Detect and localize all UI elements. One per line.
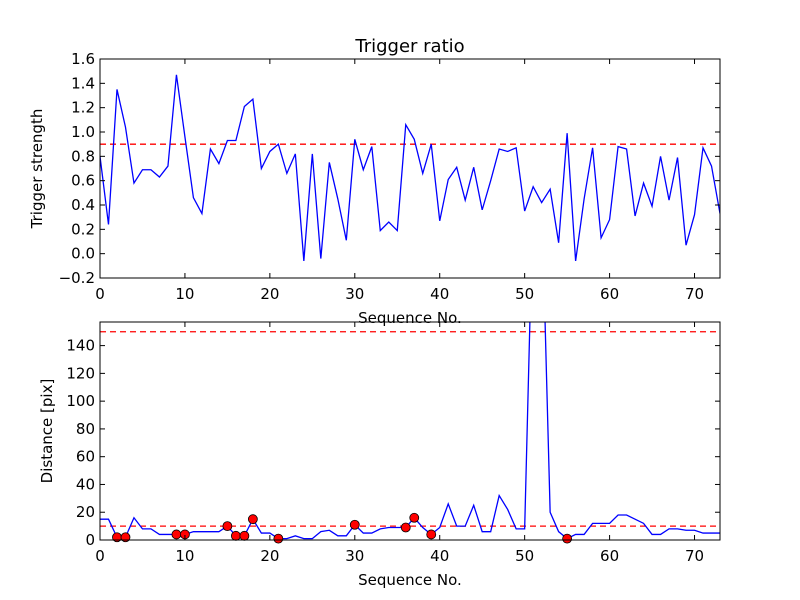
trigger-xtick-label: 40 [430, 285, 449, 303]
trigger-ytick-label: 1.4 [71, 74, 95, 92]
trigger-xtick-label: 70 [685, 285, 704, 303]
distance-panel: 0 10 20 30 40 50 60 70 0 20 40 60 80 100 120 140 Sequenc… [38, 321, 721, 589]
trigger-ytick-label: 1.0 [71, 123, 95, 141]
distance-xtick-label: 60 [600, 547, 619, 565]
distance-y-axis-label: Distance [pix] [38, 379, 56, 484]
distance-xtick-label: 50 [515, 547, 534, 565]
distance-ytick-label: 80 [76, 420, 95, 438]
distance-marker-point [409, 512, 420, 523]
distance-marker-point [120, 532, 131, 543]
trigger-xtick-label: 0 [95, 285, 105, 303]
distance-marker-point [349, 519, 360, 530]
distance-marker-point [222, 521, 233, 532]
trigger-xtick-label: 50 [515, 285, 534, 303]
distance-marker-point [247, 514, 258, 525]
trigger-ytick-label: 0.4 [71, 196, 95, 214]
distance-series-line-0 [100, 322, 720, 540]
distance-ytick-label: 20 [76, 503, 95, 521]
distance-xtick-label: 30 [345, 547, 364, 565]
distance-ytick-label: 140 [66, 337, 95, 355]
distance-xtick-label: 70 [685, 547, 704, 565]
distance-marker-point [171, 529, 182, 540]
trigger-y-axis-label: Trigger strength [28, 109, 46, 230]
distance-ytick-label: 120 [66, 364, 95, 382]
trigger-x-axis-label: Sequence No. [358, 309, 462, 327]
distance-ytick-label: 0 [85, 531, 95, 549]
distance-axes-frame [99, 321, 721, 541]
distance-xtick-label: 20 [260, 547, 279, 565]
trigger-axes-frame [99, 58, 721, 279]
distance-xtick-label: 0 [95, 547, 105, 565]
distance-marker-point [230, 530, 241, 541]
trigger-ratio-panel: 0 10 20 30 40 50 60 70 −0.2 0.0 0.2 0.4 0.6 0.8 1.0 1.2… [28, 36, 721, 327]
distance-marker-point [562, 533, 573, 544]
trigger-ytick-label: 0.6 [71, 172, 95, 190]
trigger-ytick-label: −0.2 [59, 269, 95, 287]
distance-ytick-label: 60 [76, 448, 95, 466]
distance-marker-point [273, 533, 284, 544]
trigger-xtick-label: 30 [345, 285, 364, 303]
trigger-xtick-label: 60 [600, 285, 619, 303]
trigger-xtick-label: 20 [260, 285, 279, 303]
trigger-chart-title: Trigger ratio [354, 36, 464, 57]
trigger-ytick-label: 1.6 [71, 50, 95, 68]
trigger-ytick-label: 0.8 [71, 147, 95, 165]
trigger-xtick-label: 10 [175, 285, 194, 303]
distance-marker-point [400, 522, 411, 533]
distance-x-axis-label: Sequence No. [358, 571, 462, 589]
trigger-ytick-label: 0.2 [71, 220, 95, 238]
distance-marker-point [426, 529, 437, 540]
distance-xtick-label: 10 [175, 547, 194, 565]
distance-plot-area [100, 322, 720, 540]
trigger-plot-area [100, 74, 720, 262]
distance-marker-point [239, 530, 250, 541]
trigger-ytick-label: 1.2 [71, 99, 95, 117]
trigger-ytick-label: 0.0 [71, 245, 95, 263]
distance-xtick-label: 40 [430, 547, 449, 565]
distance-ytick-label: 100 [66, 392, 95, 410]
distance-ytick-label: 40 [76, 475, 95, 493]
trigger-series-line-0 [100, 74, 720, 262]
